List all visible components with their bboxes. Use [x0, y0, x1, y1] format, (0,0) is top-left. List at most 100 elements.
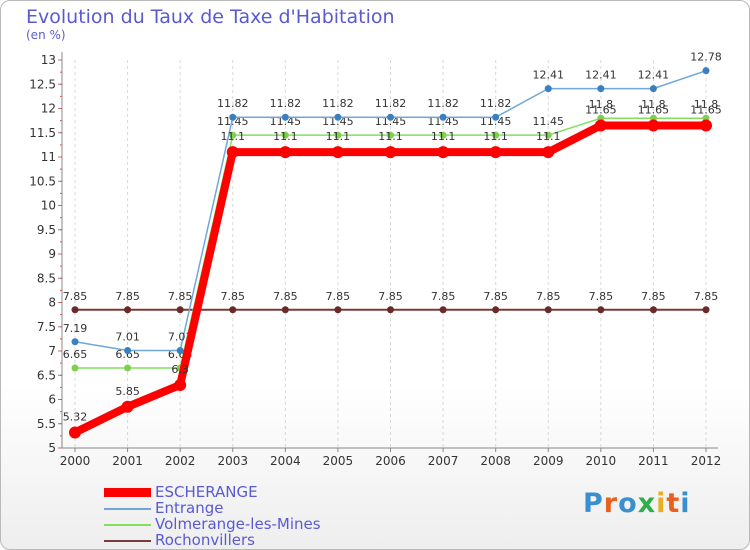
y-tick-label: 9: [48, 247, 56, 261]
data-point-rochonvillers: [281, 306, 289, 314]
data-point-volmerange-les-mines: [492, 131, 500, 139]
data-label-entrange: 12.78: [690, 51, 722, 64]
data-label-volmerange-les-mines: 11.45: [427, 115, 459, 128]
y-tick-label: 9.5: [37, 223, 56, 237]
data-point-rochonvillers: [544, 306, 552, 314]
data-label-rochonvillers: 7.85: [483, 290, 508, 303]
data-label-rochonvillers: 7.85: [115, 290, 140, 303]
x-tick-label: 2005: [323, 454, 354, 468]
data-point-entrange: [439, 113, 447, 121]
x-tick-label: 2009: [533, 454, 564, 468]
data-label-rochonvillers: 7.85: [221, 290, 246, 303]
data-point-volmerange-les-mines: [544, 131, 552, 139]
data-label-rochonvillers: 7.85: [694, 290, 719, 303]
data-label-rochonvillers: 7.85: [168, 290, 193, 303]
data-point-volmerange-les-mines: [229, 131, 237, 139]
data-point-entrange: [281, 113, 289, 121]
chart-title: Evolution du Taux de Taxe d'Habitation: [26, 6, 395, 28]
y-tick-label: 13: [41, 53, 56, 67]
x-tick-label: 2004: [270, 454, 301, 468]
data-label-rochonvillers: 7.85: [589, 290, 614, 303]
data-label-rochonvillers: 7.85: [536, 290, 561, 303]
legend-swatch-volmerange: [104, 524, 151, 526]
data-label-rochonvillers: 7.85: [326, 290, 351, 303]
data-point-entrange: [387, 113, 394, 121]
logo-letter: P: [583, 488, 604, 519]
data-label-entrange: 7.01: [115, 331, 140, 344]
data-label-volmerange-les-mines: 11.8: [694, 98, 719, 111]
data-label-escherange: 5.32: [63, 410, 88, 423]
data-label-escherange: 11.1: [378, 130, 403, 143]
data-point-entrange: [492, 113, 500, 121]
data-point-escherange: [594, 119, 607, 132]
data-point-escherange: [542, 146, 555, 159]
data-point-escherange: [226, 146, 239, 159]
data-label-escherange: 11.65: [638, 103, 670, 116]
data-point-rochonvillers: [229, 306, 237, 314]
x-tick-label: 2000: [60, 454, 91, 468]
data-point-escherange: [174, 378, 187, 391]
data-point-volmerange-les-mines: [124, 364, 132, 372]
data-point-entrange: [176, 347, 184, 355]
data-point-escherange: [331, 146, 344, 159]
data-label-volmerange-les-mines: 11.45: [480, 115, 512, 128]
data-point-escherange: [647, 119, 660, 132]
data-point-rochonvillers: [597, 306, 605, 314]
data-point-entrange: [649, 85, 657, 93]
data-point-escherange: [700, 119, 712, 132]
data-point-entrange: [334, 113, 342, 121]
data-label-escherange: 11.1: [483, 130, 508, 143]
y-tick-label: 7.5: [37, 320, 56, 334]
y-tick-label: 8: [48, 296, 56, 310]
data-point-escherange: [279, 146, 292, 159]
data-label-escherange: 11.1: [536, 130, 561, 143]
data-point-volmerange-les-mines: [439, 131, 447, 139]
data-label-escherange: 6.3: [171, 363, 189, 376]
data-point-entrange: [71, 338, 79, 346]
data-label-entrange: 11.82: [270, 97, 302, 110]
logo-letter: i: [680, 488, 691, 519]
x-tick-label: 2010: [586, 454, 617, 468]
data-label-entrange: 11.82: [217, 97, 249, 110]
y-tick-label: 11: [41, 150, 56, 164]
data-label-entrange: 12.41: [585, 69, 617, 82]
data-label-entrange: 11.82: [375, 97, 407, 110]
data-point-rochonvillers: [649, 306, 657, 314]
legend-swatch-rochonvillers: [104, 540, 151, 542]
data-label-volmerange-les-mines: 11.45: [217, 115, 249, 128]
y-tick-label: 11.5: [29, 126, 56, 140]
data-point-rochonvillers: [334, 306, 342, 314]
y-tick-label: 5.5: [37, 417, 56, 431]
data-point-entrange: [702, 67, 710, 75]
x-tick-label: 2007: [428, 454, 459, 468]
data-label-entrange: 11.82: [427, 97, 459, 110]
data-point-entrange: [544, 85, 552, 93]
logo-letter: o: [618, 488, 638, 519]
data-label-rochonvillers: 7.85: [641, 290, 666, 303]
data-point-escherange: [384, 146, 397, 159]
data-label-escherange: 11.1: [431, 130, 456, 143]
data-label-rochonvillers: 7.85: [378, 290, 403, 303]
data-label-volmerange-les-mines: 11.8: [641, 98, 666, 111]
legend-label-rochonvillers: Rochonvillers: [155, 531, 255, 549]
y-tick-label: 12: [41, 102, 56, 116]
x-tick-label: 2008: [480, 454, 511, 468]
logo-letter: r: [603, 488, 619, 519]
logo-text: Proxiti: [583, 488, 691, 519]
data-label-volmerange-les-mines: 11.45: [270, 115, 302, 128]
logo-letter: t: [666, 488, 681, 519]
y-tick-label: 8.5: [37, 271, 56, 285]
logo-letter: i: [656, 488, 667, 519]
legend-label-escherange: ESCHERANGE: [155, 483, 258, 501]
data-point-rochonvillers: [387, 306, 394, 314]
data-label-volmerange-les-mines: 11.45: [322, 115, 354, 128]
x-tick-label: 2001: [112, 454, 143, 468]
data-point-volmerange-les-mines: [71, 364, 79, 372]
data-label-entrange: 12.41: [638, 69, 670, 82]
data-point-rochonvillers: [492, 306, 500, 314]
data-point-volmerange-les-mines: [387, 131, 394, 139]
data-label-entrange: 12.41: [533, 69, 565, 82]
y-tick-label: 7: [48, 344, 56, 358]
data-label-volmerange-les-mines: 11.45: [533, 115, 565, 128]
